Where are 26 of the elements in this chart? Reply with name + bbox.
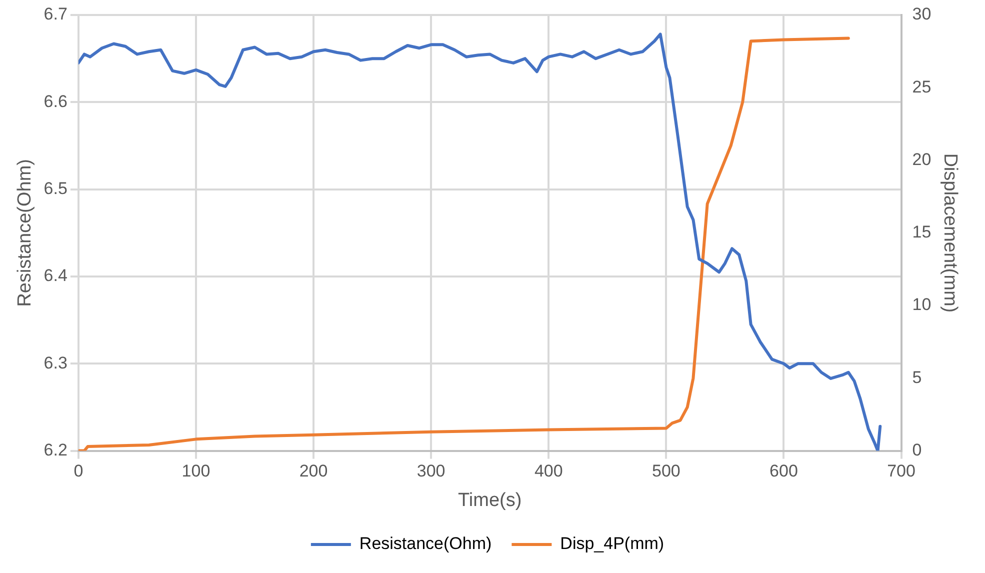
x-tick-label: 600 (770, 462, 798, 481)
y2-tick-label: 15 (912, 222, 932, 242)
y-tick-label: 6.6 (44, 92, 68, 111)
legend-label: Resistance(Ohm) (359, 534, 492, 554)
x-tick-label: 100 (182, 462, 210, 481)
y2-tick-label: 10 (912, 295, 932, 314)
y-tick-label: 6.2 (44, 440, 68, 460)
x-tick-label: 400 (534, 462, 563, 481)
x-tick-label: 500 (652, 462, 680, 481)
x-tick-label: 200 (299, 462, 328, 481)
legend-label: Disp_4P(mm) (560, 534, 664, 554)
y-tick-label: 6.5 (44, 179, 68, 198)
y2-axis-title: Displacement(mm) (939, 153, 960, 313)
y-tick-label: 6.4 (44, 266, 68, 286)
y-tick-label: 6.7 (44, 4, 68, 24)
x-axis-title: Time(s) (458, 490, 522, 511)
y-tick-label: 6.3 (44, 353, 68, 372)
y-axis-title: Resistance(Ohm) (14, 158, 36, 307)
y2-tick-label: 25 (912, 77, 932, 96)
x-tick-label: 0 (74, 462, 84, 481)
y2-tick-label: 5 (912, 368, 922, 387)
x-tick-label: 300 (416, 462, 446, 481)
y2-tick-label: 20 (912, 150, 932, 169)
y2-tick-label: 0 (912, 440, 922, 460)
x-tick-label: 700 (887, 462, 916, 481)
y2-tick-label: 30 (912, 4, 932, 24)
